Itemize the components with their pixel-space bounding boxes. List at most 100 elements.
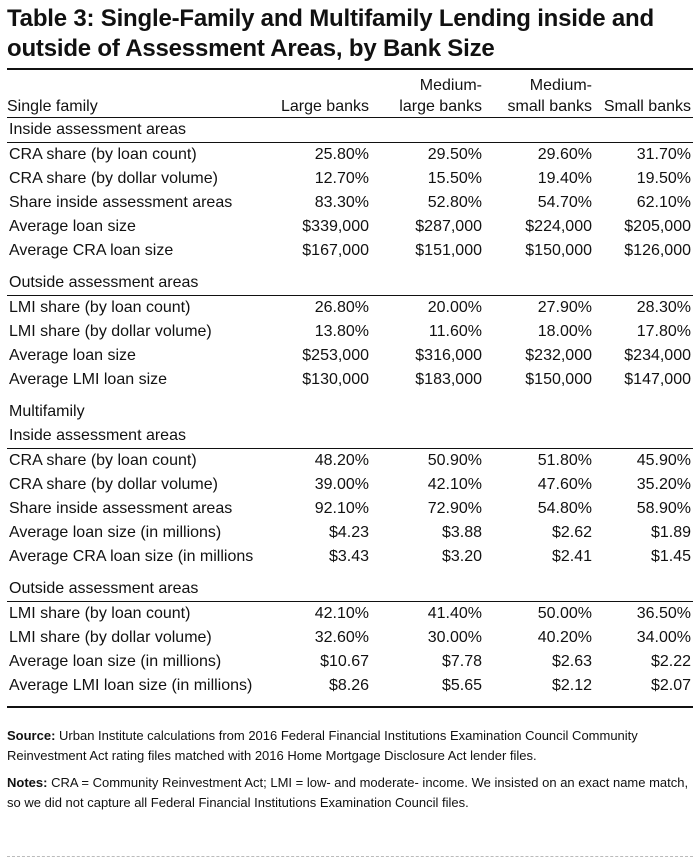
row-label: CRA share (by dollar volume) [9,476,218,493]
row-label: LMI share (by dollar volume) [9,323,212,340]
table-row: LMI share (by loan count) 26.80% 20.00% 27.… [7,296,693,321]
subsection-row: Outside assessment areas [7,271,693,296]
cell-value: 41.40% [427,605,482,622]
cell-value: 29.60% [537,146,592,163]
cell-value: $2.63 [551,653,592,670]
row-label: CRA share (by loan count) [9,146,197,163]
cell-value: 19.50% [636,170,691,187]
table-row: LMI share (by loan count) 42.10% 41.40% 50.… [7,602,693,627]
cell-value: 35.20% [636,476,691,493]
cell-value: 18.00% [537,323,592,340]
cell-value: $130,000 [302,371,369,388]
row-label: LMI share (by loan count) [9,299,191,316]
cell-value: 51.80% [537,452,592,469]
cell-value: 12.70% [314,170,369,187]
cell-value: 28.30% [636,299,691,316]
table-row: CRA share (by dollar volume) 39.00% 42.10%… [7,473,693,497]
table-row: CRA share (by dollar volume) 12.70% 15.50%… [7,167,693,191]
table-row: Average loan size (in millions) $4.23 $3.8… [7,521,693,545]
table-row: Average loan size $253,000 $316,000 $232,00… [7,344,693,368]
cell-value: 34.00% [636,629,691,646]
table-row: Share inside assessment areas 83.30% 52.80… [7,191,693,215]
cell-value: 54.80% [537,500,592,517]
row-label: Average loan size (in millions) [9,653,222,670]
cell-value: $2.62 [551,524,592,541]
cell-value: $2.22 [650,653,691,670]
title-rule [7,68,693,70]
subsection-label: Outside assessment areas [7,577,275,602]
source-label: Source: [7,728,56,743]
bottom-rule [7,856,693,857]
cell-value: $126,000 [624,242,691,259]
cell-value: $316,000 [415,347,482,364]
row-label: Average loan size (in millions) [9,524,222,541]
notes-label: Notes: [7,775,48,790]
cell-value: 30.00% [427,629,482,646]
cell-value: 50.90% [427,452,482,469]
cell-value: $253,000 [302,347,369,364]
lending-table: Single family Large banks Medium- large ba… [7,70,693,708]
subsection-label: Inside assessment areas [7,424,275,449]
section-label-multifamily: Multifamily [9,403,85,420]
section-label-single-family: Single family [7,98,98,115]
cell-value: $1.45 [650,548,691,565]
row-label: LMI share (by loan count) [9,605,191,622]
cell-value: 17.80% [636,323,691,340]
cell-value: 83.30% [314,194,369,211]
cell-value: 50.00% [537,605,592,622]
cell-value: $151,000 [415,242,482,259]
cell-value: $3.20 [441,548,482,565]
cell-value: 54.70% [537,194,592,211]
subsection-row: Outside assessment areas [7,577,693,602]
row-label: Share inside assessment areas [9,500,233,517]
table-row: Average LMI loan size (in millions) $8.26… [7,674,693,698]
header-row: Single family Large banks Medium- large ba… [7,70,693,118]
row-label: Share inside assessment areas [9,194,233,211]
cell-value: $2.07 [650,677,691,694]
notes-note: Notes: CRA = Community Reinvestment Act;… [7,773,693,812]
cell-value: $10.67 [320,653,369,670]
row-label: Average loan size [9,347,136,364]
cell-value: 40.20% [537,629,592,646]
cell-value: 39.00% [314,476,369,493]
row-label: Average CRA loan size (in millions [9,548,254,565]
column-header: Large banks [280,98,369,115]
table-row: CRA share (by loan count) 25.80% 29.50% 29.… [7,143,693,168]
cell-value: 29.50% [427,146,482,163]
cell-value: $2.12 [551,677,592,694]
cell-value: $2.41 [551,548,592,565]
cell-value: 13.80% [314,323,369,340]
column-header: Small banks [603,98,691,115]
cell-value: $1.89 [650,524,691,541]
cell-value: 26.80% [314,299,369,316]
table-row: Average LMI loan size $130,000 $183,000 $15… [7,368,693,392]
table-row: LMI share (by dollar volume) 32.60% 30.00%… [7,626,693,650]
cell-value: $8.26 [328,677,369,694]
table-row: Average loan size $339,000 $287,000 $224,00… [7,215,693,239]
cell-value: 19.40% [537,170,592,187]
cell-value: 48.20% [314,452,369,469]
cell-value: 32.60% [314,629,369,646]
cell-value: 72.90% [427,500,482,517]
cell-value: 62.10% [636,194,691,211]
cell-value: 52.80% [427,194,482,211]
cell-value: $3.43 [328,548,369,565]
cell-value: $5.65 [441,677,482,694]
section-row: Multifamily [7,400,693,424]
row-label: CRA share (by loan count) [9,452,197,469]
table-row: Average loan size (in millions) $10.67 $7.… [7,650,693,674]
cell-value: 42.10% [314,605,369,622]
table-row: Share inside assessment areas 92.10% 72.90… [7,497,693,521]
row-label: Average CRA loan size [9,242,174,259]
table-row: Average CRA loan size (in millions $3.43 $… [7,545,693,569]
row-label: Average LMI loan size [9,371,168,388]
cell-value: 42.10% [427,476,482,493]
cell-value: $167,000 [302,242,369,259]
column-header: Medium- large banks [399,77,482,115]
cell-value: 31.70% [636,146,691,163]
cell-value: $339,000 [302,218,369,235]
cell-value: $183,000 [415,371,482,388]
cell-value: 25.80% [314,146,369,163]
cell-value: $150,000 [525,242,592,259]
